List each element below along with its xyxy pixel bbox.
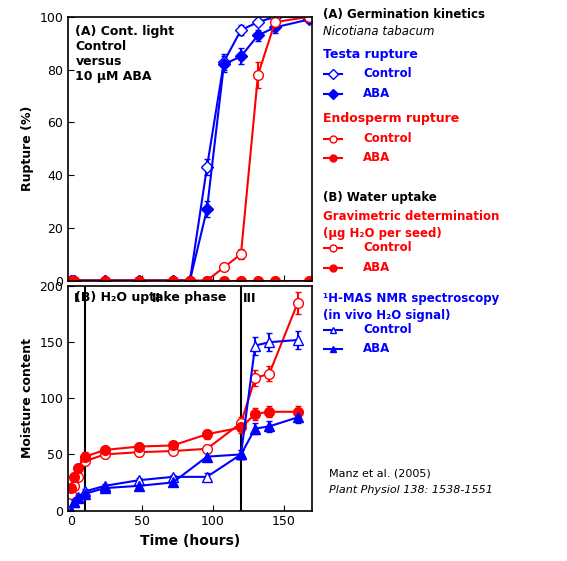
Text: Plant Physiol 138: 1538-1551: Plant Physiol 138: 1538-1551: [329, 485, 493, 495]
Text: Testa rupture: Testa rupture: [323, 48, 418, 61]
Text: I: I: [74, 292, 79, 305]
Y-axis label: Rupture (%): Rupture (%): [21, 106, 34, 191]
Text: Manz et al. (2005): Manz et al. (2005): [329, 468, 430, 479]
Text: (B) H₂O uptake phase: (B) H₂O uptake phase: [75, 291, 227, 304]
Text: (A) Germination kinetics: (A) Germination kinetics: [323, 8, 485, 21]
Text: Control: Control: [363, 67, 412, 80]
Text: ABA: ABA: [363, 87, 390, 100]
Text: (A) Cont. light
Control
versus
10 μM ABA: (A) Cont. light Control versus 10 μM ABA: [75, 25, 175, 82]
Text: ¹H-MAS NMR spectroscopy
(in vivo H₂O signal): ¹H-MAS NMR spectroscopy (in vivo H₂O sig…: [323, 292, 500, 321]
Y-axis label: Moisture content: Moisture content: [21, 338, 34, 458]
Text: Gravimetric determination
(μg H₂O per seed): Gravimetric determination (μg H₂O per se…: [323, 210, 500, 240]
Text: Nicotiana tabacum: Nicotiana tabacum: [323, 25, 435, 38]
Text: Endosperm rupture: Endosperm rupture: [323, 112, 459, 125]
Text: Control: Control: [363, 132, 412, 145]
X-axis label: Time (hours): Time (hours): [140, 534, 240, 548]
Text: ABA: ABA: [363, 342, 390, 355]
Text: III: III: [243, 292, 256, 305]
Text: II: II: [151, 292, 160, 305]
Text: ABA: ABA: [363, 261, 390, 274]
Text: (B) Water uptake: (B) Water uptake: [323, 191, 437, 204]
Text: Control: Control: [363, 241, 412, 254]
Text: ABA: ABA: [363, 151, 390, 164]
Text: Control: Control: [363, 323, 412, 335]
